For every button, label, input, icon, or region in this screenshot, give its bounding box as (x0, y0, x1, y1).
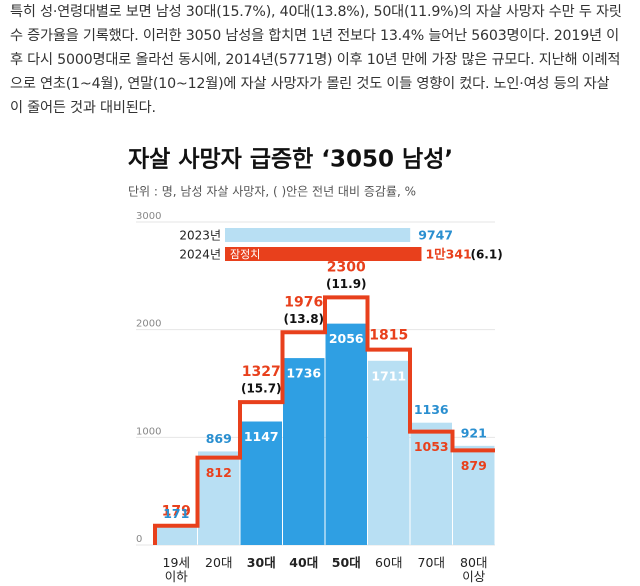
y-tick-label: 2000 (136, 319, 161, 330)
y-tick-label: 3000 (136, 211, 161, 222)
value-label: 179 (162, 504, 191, 520)
change-label: (11.9) (326, 277, 367, 291)
value-label: 812 (206, 465, 232, 480)
legend-change: (6.1) (470, 248, 502, 262)
x-tick-label: 50대 (331, 555, 361, 570)
x-tick-label: 19세 이하 (162, 555, 190, 584)
bar (453, 445, 495, 545)
legend-label: 2024년 (179, 248, 221, 262)
x-tick-label: 20대 (205, 555, 233, 570)
value-label: 2056 (329, 331, 364, 346)
legend-note: 잠정치 (230, 248, 260, 261)
y-tick-label: 1000 (136, 426, 161, 437)
legend-bar (225, 228, 411, 242)
value-label: 1053 (414, 439, 449, 454)
legend-bar (225, 247, 422, 261)
value-label: 1711 (371, 368, 406, 383)
article-paragraph: 특히 성·연령대별로 보면 남성 30대(15.7%), 40대(13.8%),… (10, 4, 622, 116)
value-label: 879 (461, 458, 487, 473)
x-tick-label: 70대 (417, 555, 445, 570)
x-tick-label: 30대 (246, 555, 276, 570)
bar (155, 526, 197, 545)
change-label: (13.8) (283, 312, 324, 326)
change-label: (15.7) (241, 382, 282, 396)
x-tick-label: 80대 이상 (460, 555, 488, 584)
x-tick-label: 60대 (375, 555, 403, 570)
value-label: 1815 (369, 328, 408, 344)
bar (283, 358, 325, 545)
legend-label: 2023년 (179, 229, 221, 243)
y-tick-label: 0 (136, 534, 142, 545)
legend-total: 1만341 (425, 247, 471, 262)
x-tick-label: 40대 (289, 555, 319, 570)
chart-subtitle: 단위 : 명, 남성 자살 사망자, ( )안은 전년 대비 증감률, % (128, 185, 416, 199)
value-label: 171 (163, 506, 189, 521)
bar (240, 421, 282, 545)
value-label: 1327 (242, 364, 281, 380)
bar (325, 323, 367, 545)
value-label: 1976 (284, 294, 323, 310)
value-label: 1736 (286, 366, 321, 381)
value-label: 869 (206, 431, 232, 446)
value-label: 2300 (327, 259, 366, 275)
value-label: 921 (461, 425, 487, 440)
value-label: 1136 (414, 402, 449, 417)
legend-total: 9747 (418, 228, 453, 243)
step-line (153, 295, 495, 545)
value-label: 1147 (244, 429, 279, 444)
chart-title: 자살 사망자 급증한 ‘3050 남성’ (128, 147, 453, 173)
bar (198, 451, 240, 545)
bar (368, 360, 410, 545)
bar (410, 422, 452, 545)
